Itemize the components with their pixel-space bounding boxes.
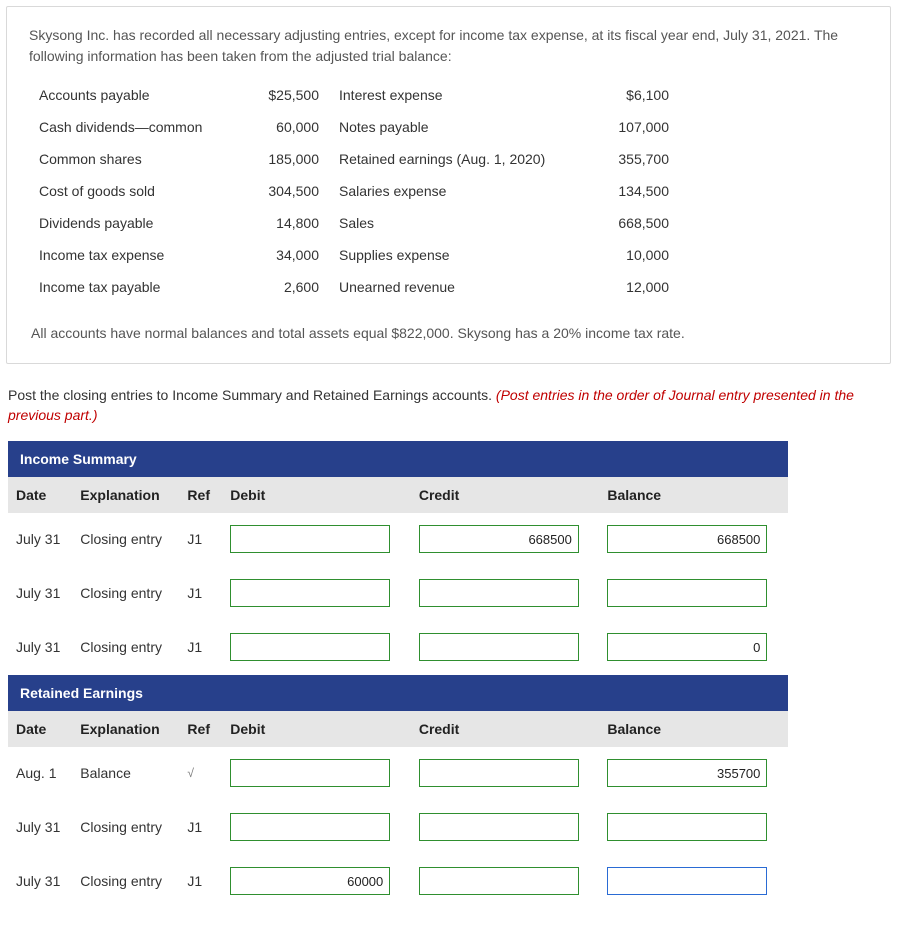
tb-left-value: 60,000 [239,119,319,135]
credit-input[interactable] [419,759,579,787]
balance-input[interactable] [607,633,767,661]
tb-right-label: Supplies expense [339,247,569,263]
ledger-table: Income Summary Date Explanation Ref Debi… [8,441,788,909]
tb-right-value: 107,000 [589,119,669,135]
tb-right-value: 12,000 [589,279,669,295]
tb-left-value: 185,000 [239,151,319,167]
cell-ref: J1 [179,621,222,675]
tb-right-value: 10,000 [589,247,669,263]
tb-left-label: Dividends payable [39,215,219,231]
cell-expl: Balance [72,747,179,801]
col-expl-header: Explanation [72,711,179,747]
tb-right-label: Unearned revenue [339,279,569,295]
instruction-text: Post the closing entries to Income Summa… [8,386,887,425]
col-date-header: Date [8,711,72,747]
col-date-header: Date [8,477,72,513]
cell-ref: J1 [179,855,222,909]
tb-left-value: 14,800 [239,215,319,231]
balance-input[interactable] [607,867,767,895]
cell-date: July 31 [8,513,72,567]
debit-input[interactable] [230,579,390,607]
cell-ref: √ [179,747,222,801]
debit-input[interactable] [230,813,390,841]
trial-balance-grid: Accounts payable $25,500 Interest expens… [29,87,868,295]
cell-date: July 31 [8,621,72,675]
tb-left-label: Accounts payable [39,87,219,103]
col-debit-header: Debit [222,477,411,513]
cell-date: July 31 [8,567,72,621]
problem-intro: Skysong Inc. has recorded all necessary … [29,25,868,67]
cell-expl: Closing entry [72,801,179,855]
col-ref-header: Ref [179,711,222,747]
cell-date: July 31 [8,855,72,909]
balance-input[interactable] [607,579,767,607]
tb-right-label: Interest expense [339,87,569,103]
credit-input[interactable] [419,633,579,661]
tb-left-value: 2,600 [239,279,319,295]
balance-input[interactable] [607,525,767,553]
tb-left-label: Cost of goods sold [39,183,219,199]
debit-input[interactable] [230,759,390,787]
col-balance-header: Balance [599,477,788,513]
section-title: Income Summary [8,441,788,477]
credit-input[interactable] [419,867,579,895]
tb-left-label: Income tax expense [39,247,219,263]
tb-right-label: Salaries expense [339,183,569,199]
tb-right-value: 134,500 [589,183,669,199]
cell-expl: Closing entry [72,855,179,909]
tb-right-label: Notes payable [339,119,569,135]
balance-input[interactable] [607,813,767,841]
debit-input[interactable] [230,633,390,661]
col-balance-header: Balance [599,711,788,747]
problem-note: All accounts have normal balances and to… [29,325,868,341]
tb-left-value: 304,500 [239,183,319,199]
credit-input[interactable] [419,525,579,553]
col-credit-header: Credit [411,477,600,513]
col-expl-header: Explanation [72,477,179,513]
cell-expl: Closing entry [72,621,179,675]
col-credit-header: Credit [411,711,600,747]
instruction-black: Post the closing entries to Income Summa… [8,387,496,403]
tb-left-value: 34,000 [239,247,319,263]
tb-right-value: 668,500 [589,215,669,231]
tb-left-value: $25,500 [239,87,319,103]
credit-input[interactable] [419,813,579,841]
col-debit-header: Debit [222,711,411,747]
tb-left-label: Cash dividends—common [39,119,219,135]
credit-input[interactable] [419,579,579,607]
tb-right-label: Retained earnings (Aug. 1, 2020) [339,151,569,167]
cell-ref: J1 [179,567,222,621]
cell-date: Aug. 1 [8,747,72,801]
tb-right-value: $6,100 [589,87,669,103]
tb-right-value: 355,700 [589,151,669,167]
tb-right-label: Sales [339,215,569,231]
problem-card: Skysong Inc. has recorded all necessary … [6,6,891,364]
cell-expl: Closing entry [72,567,179,621]
cell-date: July 31 [8,801,72,855]
debit-input[interactable] [230,525,390,553]
cell-expl: Closing entry [72,513,179,567]
tb-left-label: Income tax payable [39,279,219,295]
tb-left-label: Common shares [39,151,219,167]
cell-ref: J1 [179,513,222,567]
balance-input[interactable] [607,759,767,787]
section-title: Retained Earnings [8,675,788,711]
debit-input[interactable] [230,867,390,895]
cell-ref: J1 [179,801,222,855]
col-ref-header: Ref [179,477,222,513]
